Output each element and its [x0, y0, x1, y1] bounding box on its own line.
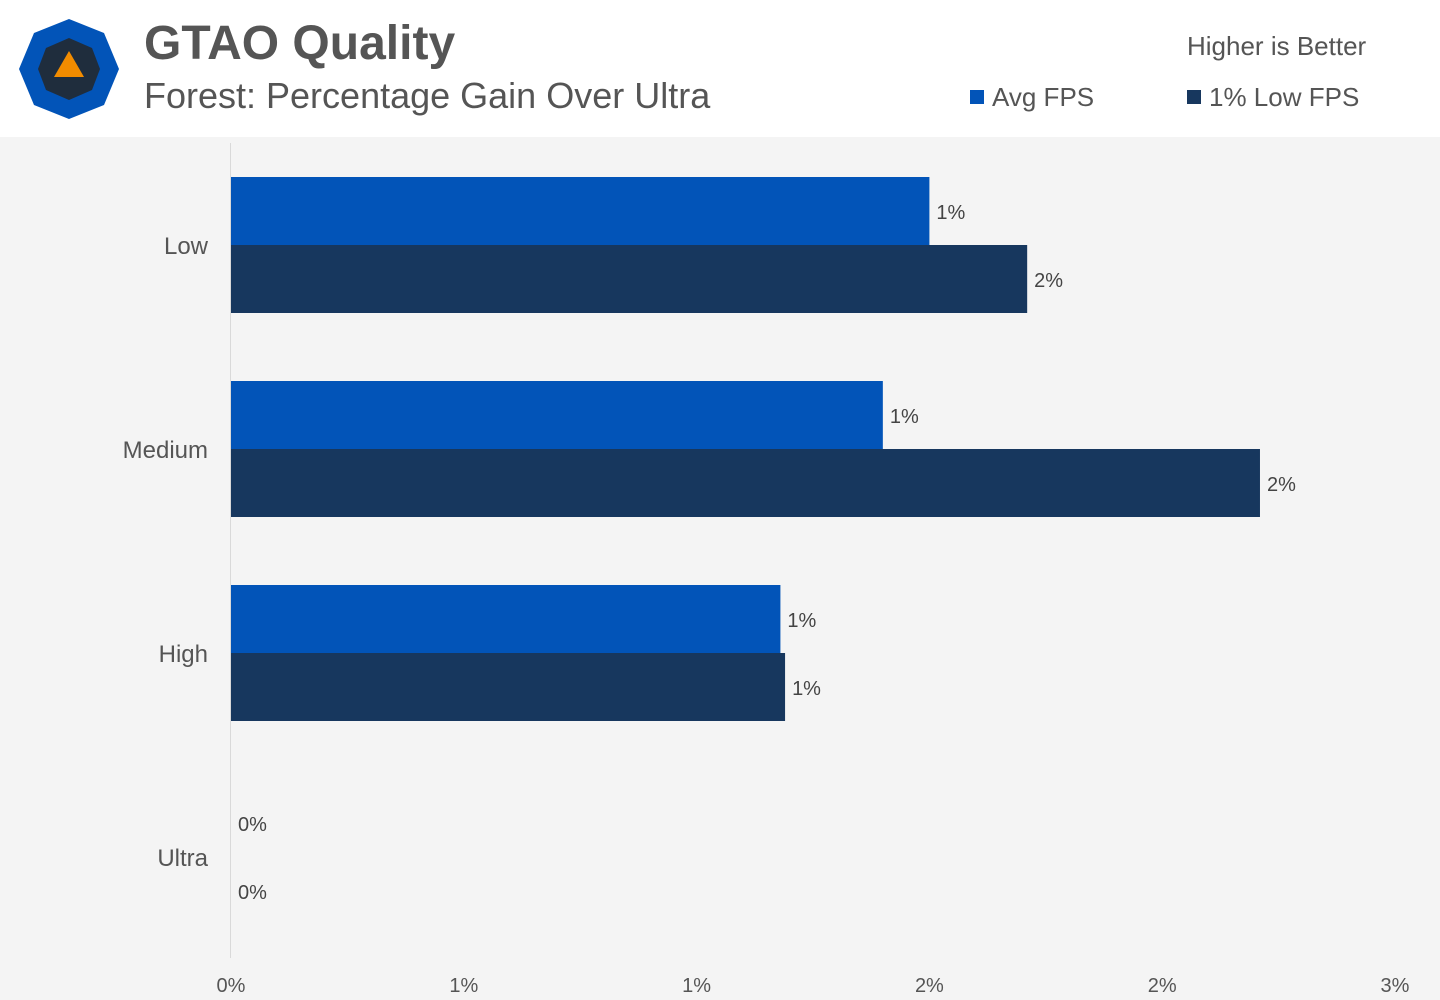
site-logo-icon	[19, 19, 119, 119]
x-tick-label-4: 2%	[1148, 975, 1177, 997]
category-label-ultra: Ultra	[157, 845, 208, 872]
data-label-ultra-series-1: 0%	[238, 882, 267, 904]
legend-label-1pct-low-fps: 1% Low FPS	[1209, 81, 1360, 112]
legend-item-1pct-low-fps: 1% Low FPS	[1187, 82, 1359, 112]
bar-medium-series-0	[231, 381, 883, 449]
x-tick-label-2: 1%	[682, 975, 711, 997]
x-tick-label-1: 1%	[449, 975, 478, 997]
chart-header: GTAO Quality Forest: Percentage Gain Ove…	[0, 0, 1440, 137]
chart-title: GTAO Quality	[144, 17, 456, 70]
bar-high-series-0	[231, 585, 781, 653]
bar-low-series-1	[231, 245, 1028, 313]
category-label-medium: Medium	[123, 437, 208, 464]
category-label-high: High	[159, 641, 208, 668]
data-label-high-series-0: 1%	[787, 610, 816, 632]
x-tick-label-0: 0%	[217, 975, 246, 997]
data-label-medium-series-1: 2%	[1267, 474, 1296, 496]
bar-medium-series-1	[231, 449, 1260, 517]
legend-swatch-avg-fps	[970, 90, 984, 104]
data-label-low-series-0: 1%	[936, 202, 965, 224]
data-label-ultra-series-0: 0%	[238, 814, 267, 836]
chart-subtitle: Forest: Percentage Gain Over Ultra	[144, 75, 711, 116]
bar-low-series-0	[231, 177, 930, 245]
category-label-low: Low	[164, 233, 209, 260]
x-tick-label-5: 3%	[1381, 975, 1410, 997]
legend-item-avg-fps: Avg FPS	[970, 82, 1094, 112]
legend-label-avg-fps: Avg FPS	[992, 81, 1095, 112]
bar-high-series-1	[231, 653, 786, 721]
data-label-low-series-1: 2%	[1034, 270, 1063, 292]
data-label-high-series-1: 1%	[792, 678, 821, 700]
higher-is-better-note: Higher is Better	[1187, 31, 1367, 61]
x-tick-label-3: 2%	[915, 975, 944, 997]
legend-swatch-1pct-low-fps	[1187, 90, 1201, 104]
data-label-medium-series-0: 1%	[890, 406, 919, 428]
